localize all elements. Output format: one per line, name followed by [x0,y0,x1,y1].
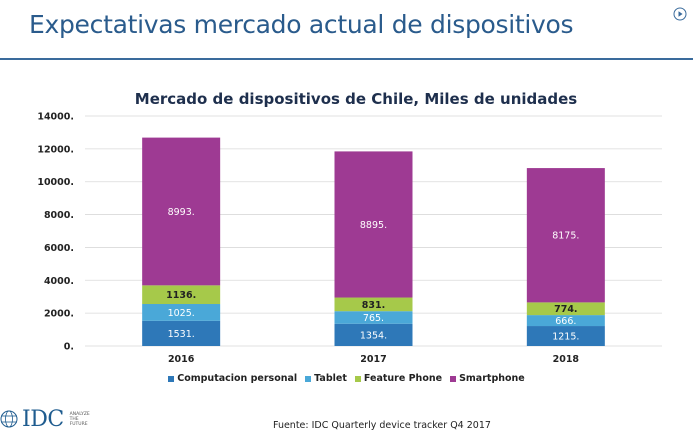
chart-legend: Computacion personal Tablet Feature Phone S… [0,373,693,384]
legend-item: Tablet [305,373,347,384]
y-tick-label: 10000. [37,177,74,188]
idc-globe-icon [0,410,18,428]
bar-segment [526,326,605,346]
legend-swatch [354,375,361,382]
slide-title: Expectativas mercado actual de dispositi… [29,10,574,39]
y-tick-label: 0. [64,342,74,353]
y-tick-label: 12000. [37,144,74,155]
source-note: Fuente: IDC Quarterly device tracker Q4 … [273,420,491,431]
data-label: 1215. [552,332,579,343]
x-tick-label: 2016 [168,354,195,365]
data-label: 1354. [360,330,387,341]
legend-label: Smartphone [459,373,525,384]
bar-segment [142,304,221,321]
chart-title: Mercado de dispositivos de Chile, Miles … [135,90,578,108]
idc-logo-text: IDC [22,406,64,432]
stacked-bar-chart: Mercado de dispositivos de Chile, Miles … [37,90,662,365]
bar-segment [142,320,221,346]
bar-segment [334,297,413,312]
data-label: 8993. [168,207,195,218]
legend-swatch [450,375,457,382]
legend-swatch [305,375,312,382]
data-label: 831. [362,300,385,311]
y-tick-label: 4000. [44,276,74,287]
legend-label: Computacion personal [177,373,298,384]
play-circle-icon[interactable] [673,7,687,21]
bar-segment [526,302,605,316]
legend-label: Tablet [314,373,347,384]
x-tick-label: 2018 [553,354,580,365]
idc-tagline: ANALYZE THE FUTURE [69,411,90,427]
y-tick-label: 8000. [44,210,74,221]
legend-label: Feature Phone [363,373,443,384]
bar-segment [334,311,413,324]
bar-segment [334,323,413,346]
x-tick-label: 2017 [360,354,386,365]
y-tick-label: 2000. [44,309,74,320]
legend-swatch [168,375,175,382]
data-label: 765. [363,313,384,324]
bar-segment [334,151,413,298]
bar-segment [142,137,221,286]
title-divider [0,58,693,60]
idc-logo: IDC ANALYZE THE FUTURE [0,406,90,432]
data-label: 1136. [166,290,196,301]
legend-item: Computacion personal [168,373,297,384]
legend-item: Feature Phone [354,373,443,384]
data-label: 1531. [168,329,195,340]
y-tick-label: 14000. [37,112,74,123]
data-label: 8175. [552,231,579,242]
bar-segment [526,168,605,303]
data-label: 666. [555,316,576,327]
bar-segment [142,285,221,305]
data-label: 774. [554,304,577,315]
y-tick-label: 6000. [44,243,74,254]
data-label: 8895. [360,220,387,231]
bar-segment [526,315,605,327]
legend-item: Smartphone [450,373,525,384]
data-label: 1025. [168,308,195,319]
